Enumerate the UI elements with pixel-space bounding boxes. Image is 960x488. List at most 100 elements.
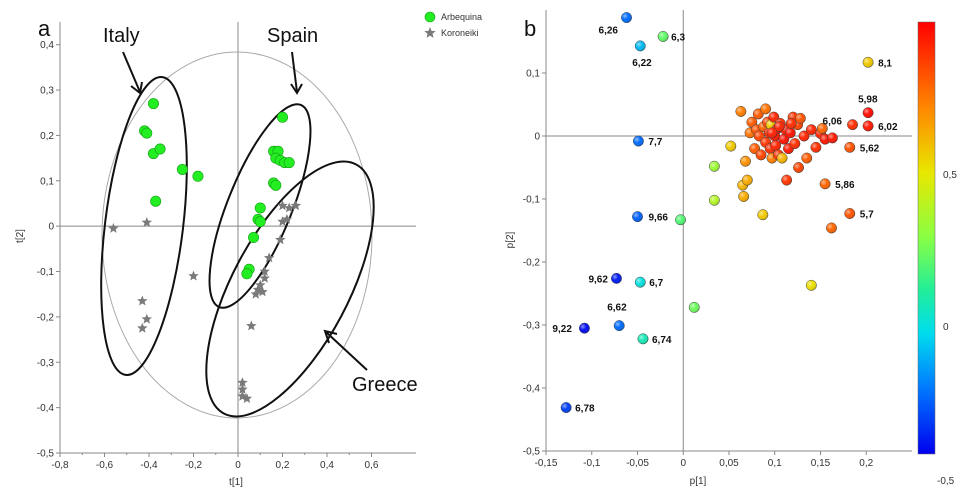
koroneiki-point: [275, 234, 286, 245]
arbequina-point: [254, 216, 266, 228]
loading-point: [735, 105, 747, 117]
labeled-loading-point: [634, 40, 646, 52]
loading-point-shade: [826, 222, 837, 234]
panel-b-y-tick-label: -0,3: [523, 321, 541, 332]
loading-point-shade: [735, 106, 747, 117]
loading-point-shade: [709, 161, 720, 172]
koroneiki-point: [141, 313, 152, 324]
loading-point-shade: [798, 130, 810, 142]
panel-b-axes: -0,15 -0,1 -0,05 0 0,05 0,1 0,15 0,2 -0,5 -0,4 -0,…: [523, 10, 912, 469]
loading-point-shade: [817, 123, 828, 134]
panel-a-y-tick-label: 0,3: [40, 86, 54, 97]
loading-point-shade: [776, 152, 788, 164]
loading-point-label: 5,98: [858, 95, 878, 106]
panel-a-y-tick-label: -0,1: [37, 267, 55, 278]
labeled-loading-point-shade: [632, 211, 643, 222]
panel-a-y-tick-label: 0: [48, 222, 54, 233]
hotelling-ellipse: [101, 51, 373, 419]
colorbar-tick-label: -0,5: [937, 476, 955, 487]
loading-point-shade: [806, 280, 817, 291]
koroneiki-point: [137, 322, 148, 333]
loading-point: [757, 209, 769, 221]
loading-point: [826, 132, 838, 144]
koroneiki-point: [259, 266, 270, 276]
labeled-loading-point-shade: [611, 273, 622, 284]
arbequina-point: [248, 232, 260, 244]
koroneiki-point: [259, 272, 270, 283]
legend-swatch-koroneiki: [424, 27, 436, 38]
arbequina-point: [283, 157, 295, 169]
arbequina-point: [150, 195, 162, 207]
panel-b-y-tick-label: -0,1: [523, 195, 541, 206]
loading-point: [826, 222, 837, 234]
region-label-spain: Spain: [267, 25, 318, 47]
loading-point-shade: [793, 162, 804, 173]
panel-a-y-tick-label: 0,1: [40, 176, 54, 187]
loading-point-label: 6,22: [632, 58, 652, 69]
labeled-loading-point: [560, 402, 572, 413]
loading-point-shade: [795, 113, 806, 124]
loading-point-label: 9,62: [588, 274, 608, 285]
loading-point-shade: [675, 214, 686, 225]
labeled-loading-point-shade: [560, 402, 572, 413]
labeled-loading-point: [637, 333, 649, 345]
loading-point-shade: [801, 152, 812, 164]
loading-point: [798, 130, 810, 142]
labeled-loading-point: [862, 56, 874, 68]
region-label-italy: Italy: [103, 25, 140, 47]
arbequina-point: [241, 268, 253, 280]
labeled-loading-point: [862, 120, 874, 132]
loading-point: [789, 138, 801, 150]
loading-point-shade: [785, 127, 796, 139]
loading-point: [770, 140, 782, 151]
loading-point: [708, 160, 720, 172]
panel-a-x-tick-label: 0: [235, 460, 241, 471]
legend-label-koroneiki: Koroneiki: [441, 28, 479, 38]
koroneiki-point: [277, 216, 288, 227]
labeled-loading-point: [844, 208, 856, 219]
koroneiki-point: [237, 384, 248, 394]
labeled-loading-point-shade: [862, 57, 874, 68]
koroneiki-point: [108, 222, 119, 233]
loading-point: [793, 162, 804, 173]
labeled-loading-point: [632, 211, 643, 223]
panel-b-y-tick-label: -0,4: [523, 384, 541, 395]
labeled-loading-point: [847, 119, 858, 131]
koroneiki-point: [237, 390, 248, 401]
panel-a-points: [108, 98, 302, 403]
panel-b-x-tick-label: 0,05: [719, 458, 739, 469]
loading-point-label: 5,7: [860, 209, 874, 220]
arbequina-point: [154, 143, 166, 155]
koroneiki-point: [263, 252, 275, 263]
loading-point-label: 5,86: [835, 180, 855, 191]
loading-point-shade: [781, 174, 792, 186]
panel-a-x-tick-label: 0,6: [365, 460, 379, 471]
legend-label-arbequina: Arbequina: [441, 12, 482, 22]
loading-point: [805, 279, 817, 291]
loading-point: [801, 152, 813, 164]
panel-a-y-tick-label: -0,5: [37, 449, 55, 460]
labeled-loading-point-shade: [579, 322, 590, 334]
labeled-loading-point-shade: [633, 135, 644, 147]
labeled-loading-point: [632, 135, 644, 147]
loading-point-label: 6,62: [607, 303, 627, 314]
panel-b-x-tick-label: 0,1: [768, 458, 782, 469]
panel-a-x-tick-label: -0,4: [140, 460, 158, 471]
loading-point-label: 6,06: [823, 117, 843, 128]
loading-point: [781, 174, 793, 186]
panel-a-y-tick-label: -0,3: [37, 358, 55, 369]
panel-a: a -0,8 -0,6 -0,4 -0,2 0 0,2 0,4 0,6 -0,5 -0,4 -0,3…: [15, 11, 482, 488]
panel-b-x-tick-label: -0,1: [583, 458, 601, 469]
region-label-greece: Greece: [352, 374, 418, 396]
loading-point-label: 6,7: [649, 278, 663, 289]
labeled-loading-point-shade: [819, 178, 831, 190]
koroneiki-point: [188, 270, 199, 281]
arbequina-point: [192, 170, 204, 182]
loading-point: [773, 121, 785, 133]
labeled-loading-point: [611, 272, 622, 284]
colorbar-tick-label: 0: [943, 322, 949, 333]
labeled-loading-point: [634, 276, 646, 288]
panel-a-y-tick-label: -0,4: [37, 403, 55, 414]
arrow-spain: [290, 51, 303, 95]
